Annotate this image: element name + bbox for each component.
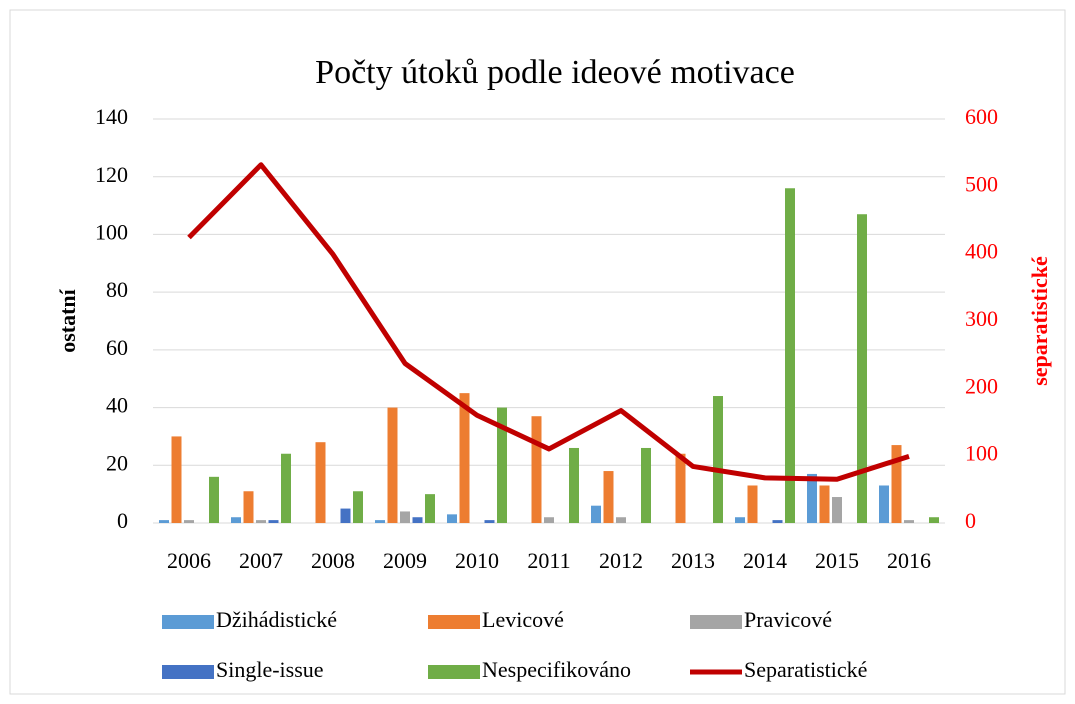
bar: [713, 396, 723, 523]
x-tick-label: 2007: [239, 548, 283, 573]
line-series: [187, 162, 910, 482]
bar: [497, 407, 507, 523]
chart-border: [9, 9, 1066, 695]
bar: [425, 494, 435, 523]
bar: [231, 517, 241, 523]
bar: [857, 214, 867, 523]
y-tick-label: 80: [106, 277, 128, 302]
bar: [641, 447, 651, 523]
bar: [268, 520, 279, 523]
y-axis-label: ostatní: [55, 288, 80, 352]
bar: [447, 514, 457, 523]
bar: [459, 393, 470, 523]
y2-tick-label: 300: [965, 306, 998, 331]
bar: [412, 517, 423, 523]
bar: [484, 520, 495, 523]
x-tick-label: 2013: [671, 548, 715, 573]
x-tick-label: 2014: [743, 548, 787, 573]
legend-label: Pravicové: [744, 607, 832, 632]
y-tick-label: 0: [117, 508, 128, 533]
bar: [904, 520, 914, 523]
x-tick-label: 2015: [815, 548, 859, 573]
bar: [544, 517, 554, 523]
bar: [340, 508, 351, 523]
x-tick-label: 2006: [167, 548, 211, 573]
bar: [807, 473, 817, 523]
y-tick-label: 60: [106, 335, 128, 360]
bar: [243, 491, 254, 523]
bar: [400, 511, 410, 523]
y-tick-label: 140: [95, 104, 128, 129]
x-tick-label: 2012: [599, 548, 643, 573]
y-tick-label: 100: [95, 219, 128, 244]
y2-tick-label: 400: [965, 239, 998, 264]
y2-tick-label: 200: [965, 373, 998, 398]
bar: [675, 453, 686, 523]
bar: [891, 445, 902, 523]
y-tick-label: 20: [106, 450, 128, 475]
x-tick-label: 2010: [455, 548, 499, 573]
bar: [929, 517, 939, 523]
bar: [171, 436, 182, 523]
legend-label: Nespecifikováno: [482, 657, 631, 682]
legend-swatch: [428, 615, 480, 629]
bar: [603, 471, 614, 523]
bar: [281, 453, 291, 523]
bar: [209, 476, 219, 523]
legend-swatch: [162, 615, 214, 629]
legend-label: Single-issue: [216, 657, 324, 682]
bar: [785, 188, 795, 523]
bar: [832, 497, 842, 523]
legend-swatch: [690, 615, 742, 629]
bar: [256, 520, 266, 523]
bar: [315, 442, 326, 523]
bar: [569, 447, 579, 523]
legend-label: Levicové: [482, 607, 564, 632]
bar: [772, 520, 783, 523]
y2-axis-label: separatistické: [1027, 256, 1052, 386]
bar: [879, 485, 889, 523]
bar: [184, 520, 194, 523]
y-tick-label: 40: [106, 393, 128, 418]
legend-label: Separatistické: [744, 657, 867, 682]
legend-label: Džihádistické: [216, 607, 337, 632]
x-tick-label: 2016: [887, 548, 931, 573]
x-tick-label: 2008: [311, 548, 355, 573]
chart-title: Počty útoků podle ideové motivace: [315, 54, 795, 91]
y-tick-label: 120: [95, 162, 128, 187]
y2-tick-label: 100: [965, 441, 998, 466]
bar: [531, 416, 542, 523]
bar: [735, 517, 745, 523]
bar: [159, 520, 169, 523]
y2-tick-label: 500: [965, 171, 998, 196]
legend-swatch: [428, 665, 480, 679]
bar: [747, 485, 758, 523]
x-tick-label: 2011: [527, 548, 570, 573]
x-tick-label: 2009: [383, 548, 427, 573]
bar: [375, 520, 385, 523]
bar: [353, 491, 363, 523]
legend-swatch: [162, 665, 214, 679]
y2-tick-label: 600: [965, 104, 998, 129]
bar: [819, 485, 830, 523]
bar: [616, 517, 626, 523]
bar: [591, 505, 601, 523]
y2-tick-label: 0: [965, 508, 976, 533]
bar: [387, 407, 398, 523]
